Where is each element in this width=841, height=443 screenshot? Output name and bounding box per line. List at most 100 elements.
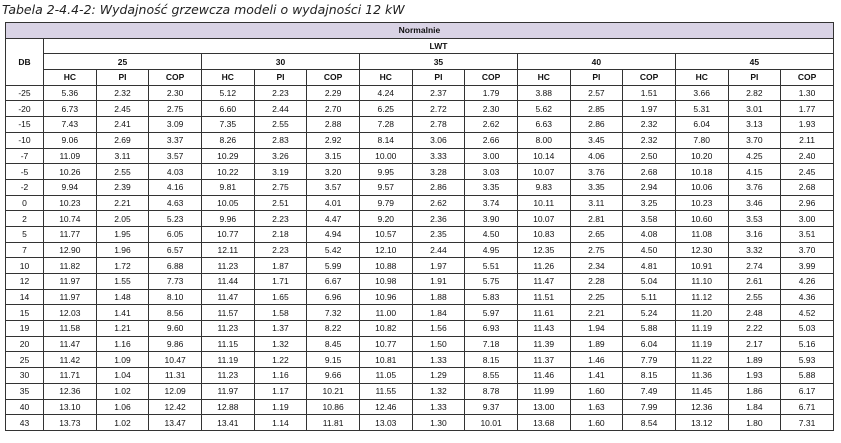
value-cell: 12.36 xyxy=(674,398,729,416)
value-cell: 3.28 xyxy=(411,163,466,180)
value-cell: 11.19 xyxy=(674,335,729,353)
value-cell: 5.11 xyxy=(622,288,676,306)
value-cell: 3.33 xyxy=(411,147,466,165)
value-cell: 4.08 xyxy=(622,225,676,243)
value-cell: 6.93 xyxy=(464,320,518,337)
db-cell: -25 xyxy=(5,84,44,102)
value-cell: 2.21 xyxy=(569,304,624,322)
value-cell: 6.25 xyxy=(358,100,413,118)
value-cell: 3.37 xyxy=(148,131,202,149)
value-cell: 1.02 xyxy=(95,382,150,400)
value-cell: 4.94 xyxy=(306,225,360,243)
metric-header: PI xyxy=(411,69,466,86)
value-cell: 3.06 xyxy=(411,131,466,149)
table-row: -15 7.43 2.41 3.09 7.35 2.55 2.88 7.28 2.78 2.62 6… xyxy=(5,116,834,133)
value-cell: 11.81 xyxy=(306,414,360,431)
value-cell: 5.62 xyxy=(516,100,571,118)
value-cell: 13.68 xyxy=(516,414,571,431)
value-cell: 1.22 xyxy=(253,351,308,369)
value-cell: 8.56 xyxy=(148,304,202,322)
value-cell: 2.65 xyxy=(569,225,624,243)
value-cell: 2.22 xyxy=(727,320,782,337)
value-cell: 6.71 xyxy=(780,398,834,416)
value-cell: 8.14 xyxy=(358,131,413,149)
value-cell: 2.62 xyxy=(411,194,466,212)
metric-header: COP xyxy=(148,69,202,86)
value-cell: 10.47 xyxy=(148,351,202,369)
value-cell: 11.61 xyxy=(516,304,571,322)
value-cell: 11.20 xyxy=(674,304,729,322)
value-cell: 9.95 xyxy=(358,163,413,180)
value-cell: 3.09 xyxy=(148,116,202,133)
temperature-header: 45 xyxy=(674,53,834,71)
value-cell: 3.57 xyxy=(306,178,360,196)
value-cell: 1.32 xyxy=(411,382,466,400)
value-cell: 4.95 xyxy=(464,241,518,259)
value-cell: 5.88 xyxy=(622,320,676,337)
value-cell: 11.55 xyxy=(358,382,413,400)
temperature-header: 25 xyxy=(43,53,202,71)
db-cell: -2 xyxy=(5,178,44,196)
db-cell: 25 xyxy=(5,351,44,369)
table-row: 25 11.42 1.09 10.47 11.19 1.22 9.15 10.81 1.33 8.… xyxy=(5,351,834,369)
value-cell: 4.06 xyxy=(569,147,624,165)
value-cell: 2.44 xyxy=(411,241,466,259)
value-cell: 9.06 xyxy=(43,131,97,149)
value-cell: 3.11 xyxy=(95,147,150,165)
value-cell: 11.19 xyxy=(200,351,255,369)
value-cell: 1.60 xyxy=(569,414,624,431)
value-cell: 11.19 xyxy=(674,320,729,337)
value-cell: 6.67 xyxy=(306,273,360,290)
value-cell: 8.22 xyxy=(306,320,360,337)
value-cell: 2.45 xyxy=(780,163,834,180)
value-cell: 6.73 xyxy=(43,100,97,118)
value-cell: 10.60 xyxy=(674,210,729,227)
value-cell: 9.37 xyxy=(464,398,518,416)
value-cell: 2.34 xyxy=(569,257,624,274)
value-cell: 11.15 xyxy=(200,335,255,353)
value-cell: 8.54 xyxy=(622,414,676,431)
value-cell: 2.74 xyxy=(727,257,782,274)
value-cell: 2.41 xyxy=(95,116,150,133)
table-row: 30 11.71 1.04 11.31 11.23 1.16 9.66 11.05 1.29 8.… xyxy=(5,367,834,384)
db-cell: -20 xyxy=(5,100,44,118)
db-cell: 14 xyxy=(5,288,44,306)
value-cell: 3.32 xyxy=(727,241,782,259)
value-cell: 7.49 xyxy=(622,382,676,400)
metric-header: COP xyxy=(464,69,518,86)
value-cell: 1.86 xyxy=(727,382,782,400)
value-cell: 13.00 xyxy=(516,398,571,416)
value-cell: 1.96 xyxy=(95,241,150,259)
value-cell: 1.50 xyxy=(411,335,466,353)
value-cell: 7.31 xyxy=(780,414,834,431)
value-cell: 11.12 xyxy=(674,288,729,306)
table-title: Tabela 2-4.4-2: Wydajność grzewcza model… xyxy=(2,2,405,17)
value-cell: 10.06 xyxy=(674,178,729,196)
value-cell: 2.40 xyxy=(780,147,834,165)
value-cell: 7.80 xyxy=(674,131,729,149)
value-cell: 11.97 xyxy=(200,382,255,400)
value-cell: 4.03 xyxy=(148,163,202,180)
value-cell: 1.84 xyxy=(411,304,466,322)
value-cell: 11.58 xyxy=(43,320,97,337)
value-cell: 3.00 xyxy=(780,210,834,227)
value-cell: 1.14 xyxy=(253,414,308,431)
metric-header: HC xyxy=(43,69,97,86)
value-cell: 2.37 xyxy=(411,84,466,102)
value-cell: 3.13 xyxy=(727,116,782,133)
value-cell: 2.28 xyxy=(569,273,624,290)
value-cell: 5.88 xyxy=(780,367,834,384)
value-cell: 4.36 xyxy=(780,288,834,306)
value-cell: 2.85 xyxy=(569,100,624,118)
value-cell: 10.74 xyxy=(43,210,97,227)
group-label: Normalnie xyxy=(5,22,834,39)
value-cell: 7.43 xyxy=(43,116,97,133)
value-cell: 7.18 xyxy=(464,335,518,353)
value-cell: 2.75 xyxy=(253,178,308,196)
value-cell: 11.23 xyxy=(200,257,255,274)
db-cell: 0 xyxy=(5,194,44,212)
value-cell: 12.03 xyxy=(43,304,97,322)
value-cell: 11.36 xyxy=(674,367,729,384)
value-cell: 1.41 xyxy=(569,367,624,384)
